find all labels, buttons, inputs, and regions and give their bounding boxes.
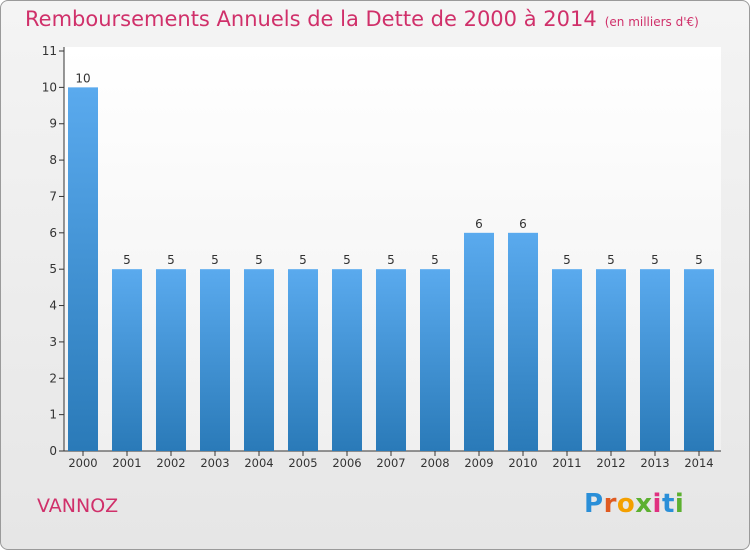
bar-2006 (332, 269, 362, 451)
y-tick-label: 7 (49, 189, 57, 203)
x-tick-label-2008: 2008 (420, 456, 449, 470)
logo-letter: i (652, 489, 662, 519)
y-tick-label: 6 (49, 226, 57, 240)
x-tick-label-2013: 2013 (640, 456, 669, 470)
bar-2005 (288, 269, 318, 451)
data-label-2014: 5 (695, 253, 703, 267)
x-tick-label-2004: 2004 (244, 456, 273, 470)
data-label-2007: 5 (387, 253, 395, 267)
chart-subtitle: (en milliers d'€) (604, 15, 699, 29)
y-tick-label: 11 (42, 44, 57, 58)
data-label-2011: 5 (563, 253, 571, 267)
y-tick-label: 3 (49, 335, 57, 349)
data-label-2012: 5 (607, 253, 615, 267)
x-tick-label-2006: 2006 (332, 456, 361, 470)
data-label-2008: 5 (431, 253, 439, 267)
data-label-2013: 5 (651, 253, 659, 267)
y-tick-label: 8 (49, 153, 57, 167)
y-tick-label: 0 (49, 444, 57, 458)
y-tick-label: 5 (49, 262, 57, 276)
town-name: VANNOZ (37, 495, 119, 517)
bar-2007 (376, 269, 406, 451)
bar-2009 (464, 232, 494, 451)
x-tick-label-2000: 2000 (68, 456, 97, 470)
x-tick-label-2007: 2007 (376, 456, 405, 470)
x-tick-label-2014: 2014 (684, 456, 713, 470)
data-label-2010: 6 (519, 217, 527, 231)
x-tick-label-2002: 2002 (156, 456, 185, 470)
y-tick-label: 10 (42, 80, 57, 94)
bar-2002 (156, 269, 186, 451)
y-tick-label: 9 (49, 117, 57, 131)
logo-letter: i (674, 489, 685, 519)
x-tick-label-2003: 2003 (200, 456, 229, 470)
data-label-2005: 5 (299, 253, 307, 267)
y-tick-label: 2 (49, 371, 57, 385)
bar-2003 (200, 269, 230, 451)
bar-2011 (552, 269, 582, 451)
bar-2000 (68, 87, 98, 451)
data-label-2001: 5 (123, 253, 131, 267)
chart-title: Remboursements Annuels de la Dette de 20… (25, 7, 699, 31)
data-label-2003: 5 (211, 253, 219, 267)
bar-2004 (244, 269, 274, 451)
chart-title-text: Remboursements Annuels de la Dette de 20… (25, 7, 597, 31)
logo-letter: o (616, 489, 636, 519)
proxiti-logo[interactable]: Proxiti (584, 489, 684, 519)
bar-2008 (420, 269, 450, 451)
bar-2014 (684, 269, 714, 451)
x-tick-label-2005: 2005 (288, 456, 317, 470)
x-tick-label-2011: 2011 (552, 456, 581, 470)
data-label-2000: 10 (75, 71, 90, 85)
data-label-2004: 5 (255, 253, 263, 267)
logo-letter: x (635, 489, 653, 519)
x-tick-label-2012: 2012 (596, 456, 625, 470)
bar-2013 (640, 269, 670, 451)
x-tick-label-2001: 2001 (112, 456, 141, 470)
logo-letter: t (661, 489, 675, 519)
data-label-2002: 5 (167, 253, 175, 267)
x-tick-label-2010: 2010 (508, 456, 537, 470)
bar-2010 (508, 232, 538, 451)
data-label-2009: 6 (475, 217, 483, 231)
x-tick-label-2009: 2009 (464, 456, 493, 470)
bar-2001 (112, 269, 142, 451)
y-tick-label: 1 (49, 408, 57, 422)
logo-letter: P (584, 489, 604, 519)
bar-2012 (596, 269, 626, 451)
y-tick-label: 4 (49, 299, 57, 313)
data-label-2006: 5 (343, 253, 351, 267)
logo-letter: r (603, 489, 617, 519)
